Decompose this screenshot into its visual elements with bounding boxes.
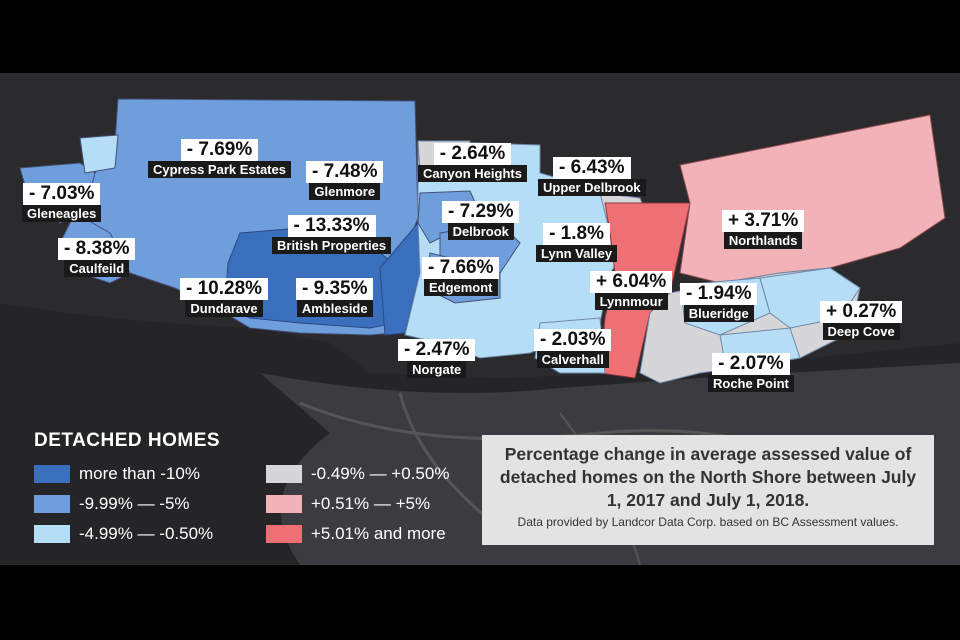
info-note: Data provided by Landcor Data Corp. base… [517,515,899,529]
legend-item: -4.99% — -0.50% [34,524,213,544]
label-name: Upper Delbrook [538,179,646,196]
label-name: Dundarave [185,300,263,317]
label-northlands: + 3.71% Northlands [722,210,805,249]
label-name: Caulfeild [64,260,130,277]
legend: DETACHED HOMES more than -10% -9.99% — -… [30,428,470,558]
legend-label: -4.99% — -0.50% [79,524,214,543]
legend-label: -0.49% — +0.50% [311,464,450,483]
legend-item: +0.51% — +5% [266,494,430,514]
label-name: Canyon Heights [418,165,527,182]
label-change: - 7.48% [306,161,384,183]
label-change: - 7.66% [422,257,500,279]
label-change: - 7.29% [442,201,520,223]
label-calverhall: - 2.03% Calverhall [534,329,612,368]
label-name: Northlands [723,232,803,249]
label-name: Calverhall [536,351,609,368]
label-name: Delbrook [447,223,514,240]
legend-item: more than -10% [34,464,200,484]
label-roche-point: - 2.07% Roche Point [708,353,794,392]
label-norgate: - 2.47% Norgate [398,339,476,378]
legend-label: -9.99% — -5% [79,494,190,513]
legend-swatch [34,525,70,543]
region-patch [79,134,119,174]
legend-item: -0.49% — +0.50% [266,464,449,484]
label-change: - 1.94% [680,283,758,305]
legend-swatch [34,495,70,513]
label-change: - 1.8% [543,223,610,245]
info-title: Percentage change in average assessed va… [499,444,917,510]
legend-swatch [266,495,302,513]
label-glenmore: - 7.48% Glenmore [306,161,384,200]
label-lynn-valley: - 1.8% Lynn Valley [536,223,618,262]
legend-swatch [266,465,302,483]
label-name: Lynnmour [594,293,668,310]
label-cypress-park-estates: - 7.69% Cypress Park Estates [148,139,291,178]
label-dundarave: - 10.28% Dundarave [180,278,269,317]
legend-swatch [34,465,70,483]
label-name: Blueridge [683,305,754,322]
legend-label: +0.51% — +5% [311,494,431,513]
label-name: Lynn Valley [536,245,618,262]
label-change: - 2.64% [433,143,512,165]
legend-item: -9.99% — -5% [34,494,190,514]
label-name: Cypress Park Estates [148,161,291,178]
label-blueridge: - 1.94% Blueridge [680,283,758,322]
label-name: Deep Cove [822,323,900,340]
legend-title: DETACHED HOMES [34,430,221,451]
label-change: - 8.38% [58,238,136,260]
label-change: - 9.35% [296,278,374,300]
label-deep-cove: + 0.27% Deep Cove [820,301,903,340]
legend-item: +5.01% and more [266,524,446,544]
label-lynnmour: + 6.04% Lynnmour [590,271,673,310]
label-canyon-heights: - 2.64% Canyon Heights [418,143,527,182]
label-edgemont: - 7.66% Edgemont [422,257,500,296]
label-change: - 7.69% [180,139,259,161]
label-name: British Properties [272,237,392,254]
label-gleneagles: - 7.03% Gleneagles [22,183,102,222]
label-name: Ambleside [296,300,373,317]
label-change: - 2.47% [398,339,476,361]
label-upper-delbrook: - 6.43% Upper Delbrook [538,157,646,196]
label-change: - 2.03% [534,329,612,351]
info-box: Percentage change in average assessed va… [482,435,934,545]
label-name: Edgemont [423,279,498,296]
label-change: + 0.27% [820,301,903,323]
label-change: + 6.04% [590,271,673,293]
label-caulfeild: - 8.38% Caulfeild [58,238,136,277]
label-change: - 13.33% [287,215,376,237]
label-british-properties: - 13.33% British Properties [272,215,392,254]
label-name: Norgate [407,361,467,378]
legend-swatch [266,525,302,543]
legend-label: more than -10% [79,464,200,483]
label-change: + 3.71% [722,210,805,232]
label-change: - 2.07% [712,353,790,375]
label-change: - 6.43% [553,157,631,179]
label-name: Glenmore [309,183,381,200]
label-name: Gleneagles [22,205,102,222]
legend-label: +5.01% and more [311,524,446,543]
label-delbrook: - 7.29% Delbrook [442,201,520,240]
map-frame: - 7.69% Cypress Park Estates - 7.48% Gle… [0,73,960,565]
label-change: - 10.28% [180,278,269,300]
label-name: Roche Point [708,375,794,392]
label-change: - 7.03% [22,183,101,205]
label-ambleside: - 9.35% Ambleside [296,278,374,317]
